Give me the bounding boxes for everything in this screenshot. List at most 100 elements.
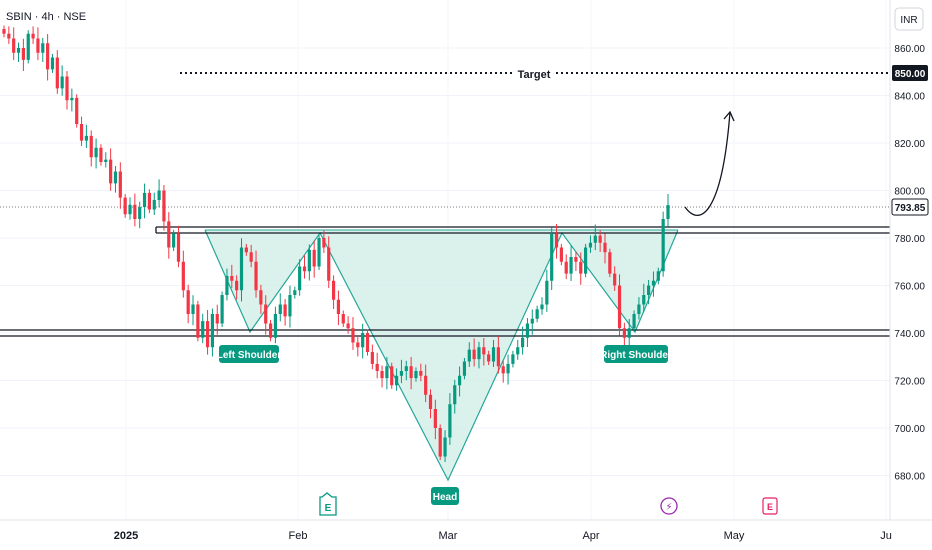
candle bbox=[196, 300, 200, 342]
candle bbox=[109, 148, 113, 191]
y-tick-label: 760.00 bbox=[894, 282, 925, 293]
candle bbox=[516, 339, 520, 360]
candle bbox=[2, 25, 6, 38]
x-tick-label: Ju bbox=[880, 530, 892, 542]
candle bbox=[632, 310, 636, 332]
candle bbox=[7, 26, 11, 44]
candle bbox=[46, 33, 50, 81]
candle bbox=[50, 53, 55, 73]
candle bbox=[520, 326, 525, 355]
candle bbox=[661, 211, 665, 277]
candle bbox=[457, 366, 462, 397]
earnings-icon: E bbox=[767, 502, 773, 512]
candle bbox=[273, 306, 278, 344]
candle bbox=[307, 244, 311, 281]
projection-arrowhead bbox=[723, 110, 735, 122]
time-axis[interactable]: 2025 Feb Mar Apr May Ju bbox=[114, 530, 892, 542]
candle bbox=[312, 240, 316, 278]
candle bbox=[433, 399, 437, 440]
candle bbox=[220, 291, 224, 328]
projection-arrow bbox=[684, 111, 731, 216]
candle bbox=[622, 322, 626, 348]
candle bbox=[322, 230, 326, 253]
candle bbox=[472, 338, 476, 367]
candle bbox=[351, 317, 355, 350]
x-tick-label: Apr bbox=[582, 530, 599, 542]
candle bbox=[545, 269, 549, 312]
earnings-icon: E bbox=[325, 503, 332, 514]
candle bbox=[268, 319, 273, 342]
candle bbox=[554, 223, 559, 259]
candle bbox=[603, 233, 607, 264]
candle bbox=[288, 285, 292, 328]
candle bbox=[598, 230, 602, 253]
candle bbox=[317, 234, 321, 271]
candle bbox=[511, 350, 515, 368]
candle bbox=[380, 365, 384, 388]
candle bbox=[36, 27, 40, 61]
candle bbox=[79, 116, 84, 147]
candle bbox=[375, 352, 379, 379]
candle bbox=[647, 280, 651, 305]
candle bbox=[336, 290, 341, 326]
earnings-marker-2[interactable]: E bbox=[762, 497, 778, 515]
candle bbox=[530, 309, 534, 335]
candle bbox=[477, 341, 481, 369]
candle bbox=[128, 197, 132, 220]
pattern-lines bbox=[0, 72, 890, 482]
candle bbox=[205, 309, 210, 355]
candle bbox=[70, 88, 74, 112]
candle bbox=[142, 183, 147, 219]
candle bbox=[559, 243, 563, 266]
right-shoulder-label: Right Shoulder bbox=[600, 350, 672, 361]
candle bbox=[65, 71, 69, 110]
y-tick-label: 780.00 bbox=[894, 234, 925, 245]
candle bbox=[574, 251, 578, 272]
candle bbox=[462, 357, 467, 380]
candle bbox=[453, 379, 457, 414]
candle bbox=[75, 94, 79, 128]
candle bbox=[399, 359, 404, 384]
candle bbox=[327, 236, 331, 289]
currency-button[interactable] bbox=[894, 7, 924, 31]
earnings-marker-1[interactable]: E bbox=[319, 492, 337, 516]
price-axis[interactable]: 860.00 840.00 820.00 800.00 780.00 760.00 740.… bbox=[894, 44, 925, 483]
candle bbox=[361, 323, 365, 359]
candle bbox=[167, 212, 171, 259]
candle bbox=[487, 350, 491, 366]
candle bbox=[617, 274, 622, 336]
candle bbox=[278, 293, 282, 322]
left-shoulder-label: Left Shoulder bbox=[217, 350, 282, 361]
candle bbox=[176, 225, 181, 268]
pattern-outline bbox=[204, 229, 679, 482]
candle bbox=[123, 194, 127, 218]
candle bbox=[424, 364, 428, 403]
target-label: Target bbox=[518, 69, 551, 81]
candle bbox=[550, 227, 554, 291]
candle bbox=[331, 275, 336, 310]
candle bbox=[390, 362, 394, 389]
candles bbox=[2, 25, 670, 462]
candle bbox=[259, 284, 263, 314]
candle bbox=[60, 65, 64, 96]
candle bbox=[104, 152, 108, 168]
candle bbox=[579, 252, 583, 285]
candle bbox=[16, 42, 21, 63]
y-tick-label: 740.00 bbox=[894, 329, 925, 340]
candle bbox=[496, 336, 500, 374]
candle bbox=[191, 295, 195, 326]
candle bbox=[365, 329, 370, 356]
candle bbox=[443, 430, 447, 462]
candle bbox=[385, 356, 389, 390]
candle bbox=[627, 318, 631, 349]
symbol-title: SBIN · 4h · NSE bbox=[6, 11, 86, 23]
candle bbox=[147, 189, 152, 214]
candle bbox=[235, 275, 239, 300]
dividend-marker[interactable]: ⚡ bbox=[660, 497, 678, 515]
candle bbox=[370, 344, 374, 370]
candle bbox=[298, 259, 302, 296]
candle bbox=[118, 162, 122, 209]
candle bbox=[215, 304, 219, 335]
candle bbox=[239, 238, 244, 302]
